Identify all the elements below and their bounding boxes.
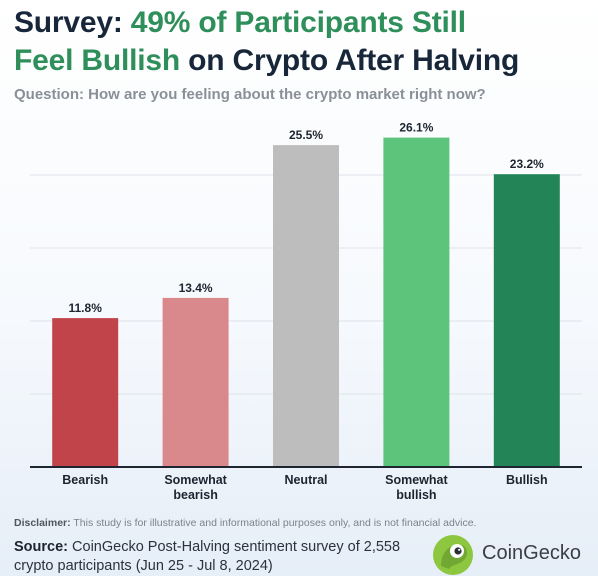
value-label: 13.4%: [179, 281, 213, 295]
source-note: Source: CoinGecko Post-Halving sentiment…: [14, 538, 414, 576]
bar-1: [52, 318, 119, 467]
value-label: 11.8%: [69, 301, 103, 315]
category-label: Somewhat: [164, 473, 227, 487]
value-label: 23.2%: [510, 157, 544, 171]
category-label: Somewhat: [385, 473, 448, 487]
value-label: 25.5%: [289, 128, 323, 142]
title-highlight-1: 49% of Participants Still: [130, 6, 466, 39]
source-label: Source:: [14, 539, 68, 555]
survey-question: Question: How are you feeling about the …: [14, 86, 486, 103]
coingecko-brand: CoinGecko: [432, 534, 594, 575]
title-prefix: Survey:: [14, 6, 123, 39]
category-label: bearish: [173, 488, 217, 502]
category-label: bullish: [396, 488, 436, 502]
source-text: CoinGecko Post-Halving sentiment survey …: [14, 539, 401, 574]
gecko-logo-icon: [433, 535, 473, 575]
bar-2: [162, 297, 229, 467]
bar-3: [273, 145, 339, 467]
category-label: Bearish: [62, 473, 108, 487]
value-label: 26.1%: [399, 121, 433, 135]
labels: 11.8%Bearish13.4%Somewhatbearish25.5%Neu…: [62, 121, 547, 502]
category-label: Bullish: [506, 473, 548, 487]
disclaimer-label: Disclaimer:: [14, 517, 71, 529]
brand-name: CoinGecko: [482, 542, 581, 564]
disclaimer: Disclaimer: This study is for illustrati…: [14, 517, 584, 529]
chart-title: Survey: 49% of Participants Still Feel B…: [14, 4, 592, 80]
bar-4: [383, 137, 450, 467]
title-highlight-2: Feel Bullish: [14, 44, 180, 77]
bar-5: [493, 174, 560, 467]
bars: [52, 137, 560, 467]
disclaimer-text: This study is for illustrative and infor…: [73, 517, 477, 529]
category-label: Neutral: [284, 473, 327, 487]
title-suffix: on Crypto After Halving: [188, 44, 520, 77]
